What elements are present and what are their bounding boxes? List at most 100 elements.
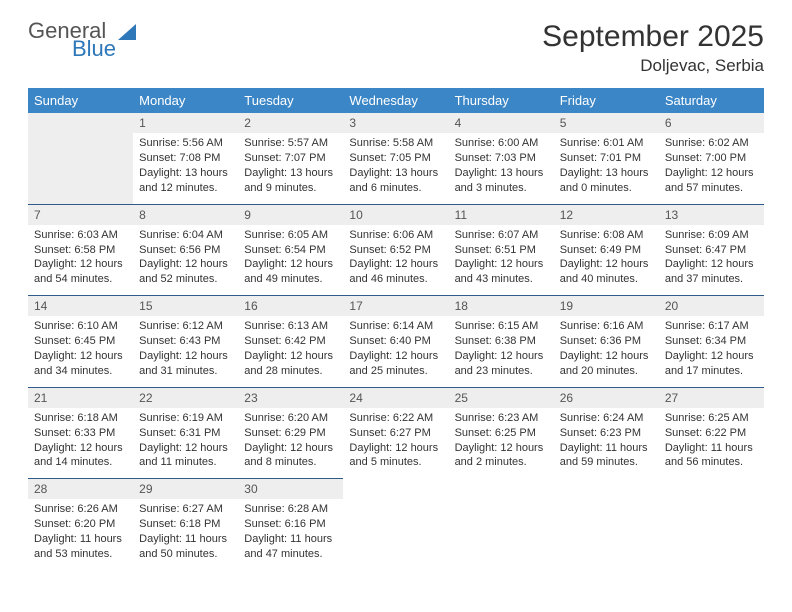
daylight-line: Daylight: 13 hours and 6 minutes. (349, 166, 442, 196)
sunset-line: Sunset: 6:27 PM (349, 426, 442, 441)
sunrise-line: Sunrise: 6:25 AM (665, 411, 758, 426)
sunrise-line: Sunrise: 6:02 AM (665, 136, 758, 151)
calendar-cell: 22Sunrise: 6:19 AMSunset: 6:31 PMDayligh… (133, 387, 238, 479)
calendar-cell: 16Sunrise: 6:13 AMSunset: 6:42 PMDayligh… (238, 296, 343, 388)
day-number: 22 (133, 388, 238, 408)
sunrise-line: Sunrise: 6:17 AM (665, 319, 758, 334)
daylight-line: Daylight: 12 hours and 11 minutes. (139, 441, 232, 471)
calendar-cell: 30Sunrise: 6:28 AMSunset: 6:16 PMDayligh… (238, 479, 343, 570)
day-number: 30 (238, 479, 343, 499)
sunrise-line: Sunrise: 5:56 AM (139, 136, 232, 151)
daylight-line: Daylight: 12 hours and 37 minutes. (665, 257, 758, 287)
sunrise-line: Sunrise: 6:15 AM (455, 319, 548, 334)
sunset-line: Sunset: 6:31 PM (139, 426, 232, 441)
sunrise-line: Sunrise: 6:07 AM (455, 228, 548, 243)
day-header: Monday (133, 88, 238, 113)
sunrise-line: Sunrise: 6:24 AM (560, 411, 653, 426)
sunset-line: Sunset: 7:05 PM (349, 151, 442, 166)
daylight-line: Daylight: 12 hours and 40 minutes. (560, 257, 653, 287)
calendar-cell: 11Sunrise: 6:07 AMSunset: 6:51 PMDayligh… (449, 204, 554, 296)
sunrise-line: Sunrise: 6:03 AM (34, 228, 127, 243)
calendar-week-row: 28Sunrise: 6:26 AMSunset: 6:20 PMDayligh… (28, 479, 764, 570)
day-number: 7 (28, 205, 133, 225)
sunset-line: Sunset: 7:08 PM (139, 151, 232, 166)
day-number: 4 (449, 113, 554, 133)
calendar-week-row: 1 Sunrise: 5:56 AMSunset: 7:08 PM Daylight… (28, 113, 764, 204)
day-number: 12 (554, 205, 659, 225)
calendar-cell: 2Sunrise: 5:57 AMSunset: 7:07 PMDaylight… (238, 113, 343, 204)
calendar-cell: 7Sunrise: 6:03 AMSunset: 6:58 PMDaylight… (28, 204, 133, 296)
calendar-cell: 6Sunrise: 6:02 AMSunset: 7:00 PMDaylight… (659, 113, 764, 204)
sunrise-line: Sunrise: 6:23 AM (455, 411, 548, 426)
calendar-cell: 3Sunrise: 5:58 AMSunset: 7:05 PMDaylight… (343, 113, 448, 204)
sunset-line: Sunset: 6:38 PM (455, 334, 548, 349)
daylight-line: Daylight: 12 hours and 2 minutes. (455, 441, 548, 471)
daylight-line: Daylight: 12 hours and 54 minutes. (34, 257, 127, 287)
daylight-line: Daylight: 11 hours and 53 minutes. (34, 532, 127, 562)
sunset-line: Sunset: 6:29 PM (244, 426, 337, 441)
sunset-line: Sunset: 6:23 PM (560, 426, 653, 441)
sunrise-line: Sunrise: 6:04 AM (139, 228, 232, 243)
calendar-cell: 13Sunrise: 6:09 AMSunset: 6:47 PMDayligh… (659, 204, 764, 296)
day-number: 6 (659, 113, 764, 133)
sunrise-line: Sunrise: 6:18 AM (34, 411, 127, 426)
calendar-cell: 10Sunrise: 6:06 AMSunset: 6:52 PMDayligh… (343, 204, 448, 296)
daylight-line: Daylight: 12 hours and 49 minutes. (244, 257, 337, 287)
sunset-line: Sunset: 6:33 PM (34, 426, 127, 441)
daylight-line: Daylight: 12 hours and 20 minutes. (560, 349, 653, 379)
sunset-line: Sunset: 6:25 PM (455, 426, 548, 441)
sunrise-line: Sunrise: 6:09 AM (665, 228, 758, 243)
day-number: 11 (449, 205, 554, 225)
daylight-line: Daylight: 12 hours and 17 minutes. (665, 349, 758, 379)
logo: General Blue (28, 20, 140, 60)
calendar-cell: 5Sunrise: 6:01 AMSunset: 7:01 PMDaylight… (554, 113, 659, 204)
calendar-cell: 19Sunrise: 6:16 AMSunset: 6:36 PMDayligh… (554, 296, 659, 388)
daylight-line: Daylight: 12 hours and 14 minutes. (34, 441, 127, 471)
sunrise-line: Sunrise: 6:26 AM (34, 502, 127, 517)
calendar-cell: 23Sunrise: 6:20 AMSunset: 6:29 PMDayligh… (238, 387, 343, 479)
sunrise-line: Sunrise: 6:13 AM (244, 319, 337, 334)
daylight-line: Daylight: 12 hours and 57 minutes. (665, 166, 758, 196)
daylight-line: Daylight: 12 hours and 28 minutes. (244, 349, 337, 379)
calendar-cell: 9Sunrise: 6:05 AMSunset: 6:54 PMDaylight… (238, 204, 343, 296)
calendar-cell (28, 113, 133, 204)
sunset-line: Sunset: 7:03 PM (455, 151, 548, 166)
daylight-line: Daylight: 12 hours and 23 minutes. (455, 349, 548, 379)
sunrise-line: Sunrise: 6:12 AM (139, 319, 232, 334)
day-number: 10 (343, 205, 448, 225)
day-number: 21 (28, 388, 133, 408)
sunrise-line: Sunrise: 6:28 AM (244, 502, 337, 517)
day-header: Friday (554, 88, 659, 113)
day-header: Sunday (28, 88, 133, 113)
calendar-table: Sunday Monday Tuesday Wednesday Thursday… (28, 88, 764, 570)
calendar-cell (343, 479, 448, 570)
daylight-line: Daylight: 12 hours and 34 minutes. (34, 349, 127, 379)
sunset-line: Sunset: 7:07 PM (244, 151, 337, 166)
daylight-line: Daylight: 12 hours and 46 minutes. (349, 257, 442, 287)
location: Doljevac, Serbia (542, 56, 764, 76)
calendar-week-row: 21Sunrise: 6:18 AMSunset: 6:33 PMDayligh… (28, 387, 764, 479)
day-number: 16 (238, 296, 343, 316)
calendar-cell: 27Sunrise: 6:25 AMSunset: 6:22 PMDayligh… (659, 387, 764, 479)
daylight-line: Daylight: 11 hours and 50 minutes. (139, 532, 232, 562)
daylight-line: Daylight: 13 hours and 9 minutes. (244, 166, 337, 196)
day-number: 2 (238, 113, 343, 133)
daylight-line: Daylight: 12 hours and 5 minutes. (349, 441, 442, 471)
calendar-cell: 21 Sunrise: 6:18 AMSunset: 6:33 PMDayligh… (28, 387, 133, 479)
sunset-line: Sunset: 6:56 PM (139, 243, 232, 258)
calendar-cell: 24Sunrise: 6:22 AMSunset: 6:27 PMDayligh… (343, 387, 448, 479)
sunrise-line: Sunrise: 6:08 AM (560, 228, 653, 243)
day-number: 20 (659, 296, 764, 316)
sunset-line: Sunset: 6:49 PM (560, 243, 653, 258)
sunrise-line: Sunrise: 6:00 AM (455, 136, 548, 151)
title-block: September 2025 Doljevac, Serbia (542, 20, 764, 76)
day-header: Wednesday (343, 88, 448, 113)
day-number: 28 (28, 479, 133, 499)
day-number: 1 (133, 113, 238, 133)
day-header-row: Sunday Monday Tuesday Wednesday Thursday… (28, 88, 764, 113)
sunrise-line: Sunrise: 5:58 AM (349, 136, 442, 151)
sunset-line: Sunset: 6:52 PM (349, 243, 442, 258)
day-number: 27 (659, 388, 764, 408)
calendar-cell: 12 Sunrise: 6:08 AMSunset: 6:49 PMDayligh… (554, 204, 659, 296)
day-header: Saturday (659, 88, 764, 113)
